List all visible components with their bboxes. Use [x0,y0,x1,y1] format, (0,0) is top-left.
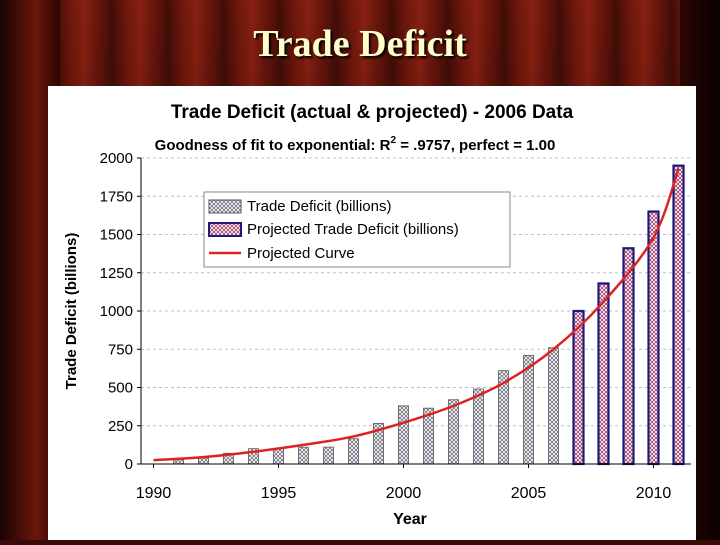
x-tick-label: 1995 [261,485,297,502]
x-tick-label: 2010 [636,485,672,502]
chart-subtitle: Goodness of fit to exponential: R2 = .97… [155,135,556,154]
y-tick-label: 2000 [100,150,133,167]
chart-subtitle-suffix: = .9757, perfect = 1.00 [396,137,555,154]
bar-actual-2005 [523,354,534,465]
bar-actual-2000 [398,405,409,465]
y-tick-label: 750 [108,341,133,358]
chart-title: Trade Deficit (actual & projected) - 200… [171,102,574,123]
y-tick-label: 0 [125,456,133,473]
bar-actual-1995 [273,448,284,465]
legend-swatch-projected [208,222,242,237]
bar-actual-2002 [448,399,459,465]
bar-actual-2003 [473,388,484,465]
legend-label-actual: Trade Deficit (billions) [247,198,392,215]
slide-title: Trade Deficit [253,23,467,65]
legend-box [203,191,511,268]
y-tick-label: 1750 [100,188,133,205]
y-tick-label: 1000 [100,303,133,320]
legend: Trade Deficit (billions) Projected Trade… [203,191,511,268]
bar-actual-1996 [298,446,309,465]
x-axis-label: Year [393,511,427,528]
bar-projected-2007 [572,309,585,466]
bar-actual-1997 [323,446,334,465]
y-tick-label: 250 [108,418,133,435]
projected-curve-line [153,168,680,462]
y-axis-label: Trade Deficit (billions) [63,233,80,390]
actual-bars [173,347,559,465]
bar-projected-2009 [622,247,635,466]
y-tick-label: 1250 [100,265,133,282]
bar-actual-1998 [348,438,359,465]
chart-subtitle-superscript: 2 [391,135,397,146]
chart-panel: Trade Deficit (actual & projected) - 200… [48,86,696,540]
y-axis-ticks: 0 250 500 750 1000 1250 1500 1750 2000 [100,150,141,473]
x-tick-label: 1990 [136,485,172,502]
legend-label-curve: Projected Curve [247,245,355,262]
chart-subtitle-prefix: Goodness of fit to exponential: R [155,137,391,154]
x-tick-label: 2005 [511,485,547,502]
bar-actual-1992 [198,457,209,465]
legend-label-projected: Projected Trade Deficit (billions) [247,221,459,238]
trade-deficit-chart: Trade Deficit (actual & projected) - 200… [63,102,691,528]
y-tick-label: 500 [108,380,133,397]
legend-swatch-actual [208,199,242,214]
bar-projected-2010 [647,210,660,466]
bar-projected-2011 [672,164,685,466]
bar-actual-2006 [548,347,559,465]
y-tick-label: 1500 [100,227,133,244]
bar-projected-2008 [597,282,610,466]
x-axis-ticks: 1990 1995 2000 2005 2010 [136,464,672,502]
x-tick-label: 2000 [386,485,422,502]
